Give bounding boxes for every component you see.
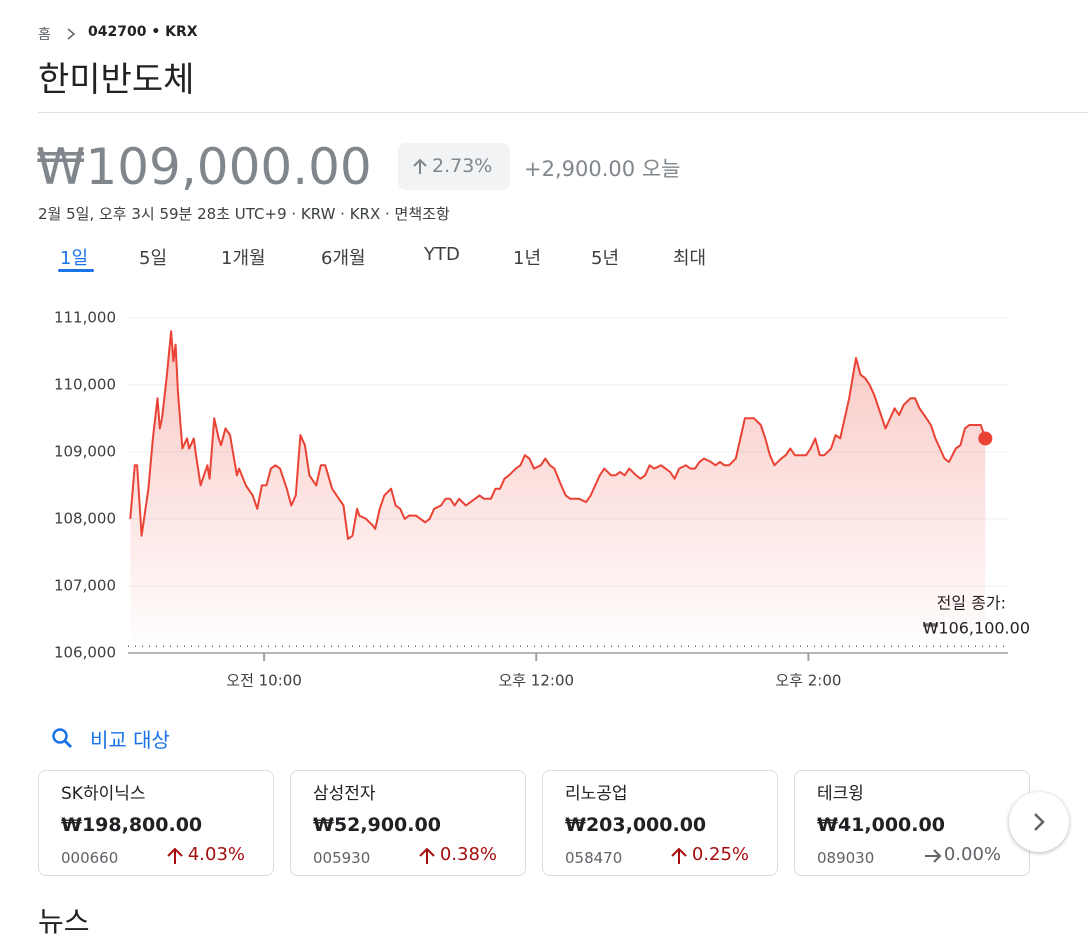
tab[interactable]: 6개월	[321, 248, 366, 269]
up-arrow	[167, 847, 183, 864]
card-name: 테크윙	[817, 784, 864, 804]
tab[interactable]: 1개월	[221, 248, 266, 269]
card-change: 0.38%	[439, 844, 497, 865]
card-change: 0.00%	[943, 844, 1001, 865]
change-amount-value: +2,900.00	[524, 157, 636, 181]
compare-card[interactable]: 리노공업 ₩203,000.00 058470 0.25%	[542, 770, 778, 876]
card-name: 삼성전자	[313, 784, 376, 804]
news-title: 뉴스	[38, 905, 90, 938]
tab[interactable]: 5년	[591, 248, 620, 269]
x-tick-label: 오후 12:00	[498, 672, 574, 690]
y-tick-label: 110,000	[54, 375, 116, 393]
price-area	[130, 331, 986, 653]
page: {"breadcrumb": {"home": "홈", "symbol": "…	[36, 24, 1088, 938]
up-arrow	[671, 847, 687, 864]
change-period: 오늘	[641, 157, 681, 181]
price: ₩109,000.00	[36, 138, 372, 196]
timestamp: 2월 5일, 오후 3시 59분 28초 UTC+9 · KRW · KRX ·…	[38, 205, 450, 223]
y-tick-label: 111,000	[54, 308, 116, 326]
chart: 106,000 107,000 108,000 109,000 110,000 111,0…	[54, 308, 1030, 690]
card-price: ₩41,000.00	[817, 814, 945, 836]
next-button[interactable]	[1009, 792, 1069, 852]
card-price: ₩52,900.00	[313, 814, 441, 836]
up-arrow	[413, 158, 427, 174]
y-tick-label: 107,000	[54, 576, 116, 594]
card-code: 058470	[565, 849, 623, 867]
y-tick-label: 106,000	[54, 644, 116, 662]
card-price: ₩203,000.00	[565, 814, 707, 836]
x-tick-label: 오전 10:00	[226, 672, 302, 690]
x-tick-label: 오후 2:00	[775, 672, 841, 690]
compare-card[interactable]: SK하이닉스 ₩198,800.00 000660 4.03%	[38, 770, 274, 876]
breadcrumb-home[interactable]: 홈	[38, 27, 51, 43]
card-code: 005930	[313, 849, 371, 867]
breadcrumb-chevron	[67, 28, 76, 40]
change-percent: 2.73%	[432, 155, 493, 177]
breadcrumb-symbol: 042700 • KRX	[88, 24, 198, 40]
card-name: 리노공업	[565, 784, 628, 804]
y-tick-label: 109,000	[54, 442, 116, 460]
tab-underline	[58, 269, 94, 272]
card-change: 0.25%	[691, 844, 749, 865]
change-pill: 2.73%	[398, 143, 510, 190]
tab[interactable]: 1년	[513, 248, 542, 269]
next-chevron	[1034, 813, 1045, 831]
divider	[38, 112, 1088, 113]
up-arrow	[419, 847, 435, 864]
card-code: 089030	[817, 849, 875, 867]
card-price: ₩198,800.00	[61, 814, 203, 836]
compare-card[interactable]: 테크윙 ₩41,000.00 089030 0.00%	[794, 770, 1030, 876]
price-line	[129, 330, 987, 540]
right-arrow	[925, 849, 942, 863]
search-icon[interactable]	[50, 726, 74, 750]
compare-title[interactable]: 비교 대상	[90, 728, 170, 752]
y-tick-label: 108,000	[54, 509, 116, 527]
last-point	[978, 431, 993, 446]
tab[interactable]: YTD	[424, 244, 460, 265]
tab[interactable]: 5일	[139, 248, 168, 269]
card-change: 4.03%	[187, 844, 245, 865]
tab[interactable]: 최대	[673, 248, 707, 269]
compare-card[interactable]: 삼성전자 ₩52,900.00 005930 0.38%	[290, 770, 526, 876]
change-amount: +2,900.00 오늘	[524, 153, 680, 183]
tab[interactable]: 1일	[60, 248, 89, 269]
card-code: 000660	[61, 849, 119, 867]
card-name: SK하이닉스	[61, 784, 146, 804]
stock-title: 한미반도체	[38, 60, 195, 100]
